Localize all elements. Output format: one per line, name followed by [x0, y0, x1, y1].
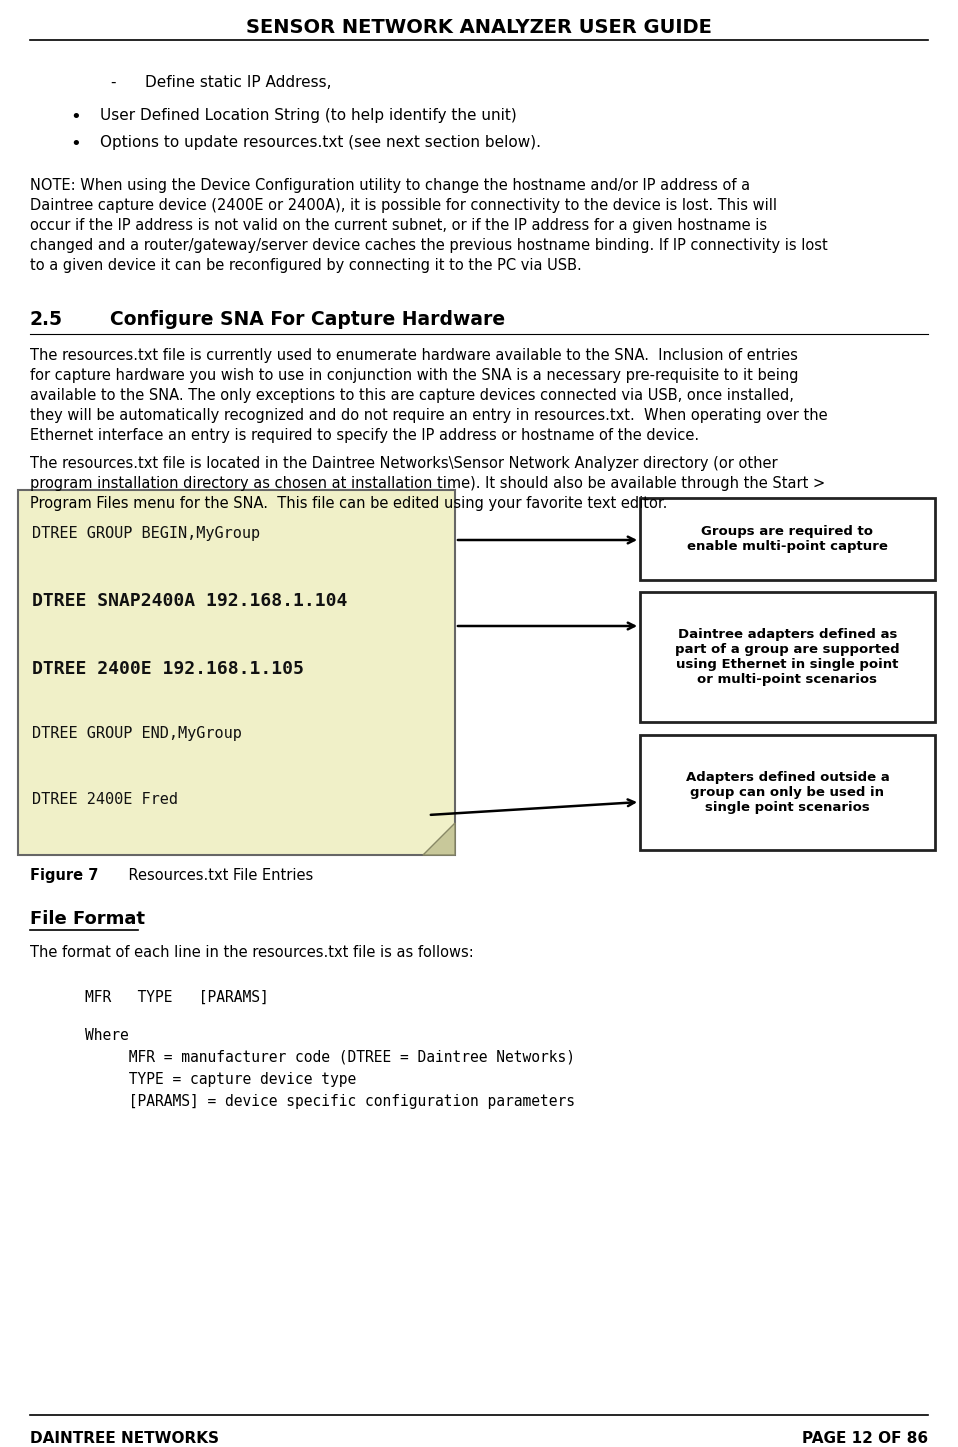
Text: [PARAMS] = device specific configuration parameters: [PARAMS] = device specific configuration…	[85, 1094, 575, 1108]
Text: Configure SNA For Capture Hardware: Configure SNA For Capture Hardware	[110, 310, 505, 328]
Bar	[640, 498, 935, 580]
Bar	[18, 491, 455, 855]
Text: DTREE GROUP BEGIN,MyGroup: DTREE GROUP BEGIN,MyGroup	[32, 527, 261, 541]
Text: DAINTREE NETWORKS: DAINTREE NETWORKS	[30, 1431, 219, 1446]
Text: DTREE 2400E Fred: DTREE 2400E Fred	[32, 792, 178, 807]
Text: File Format: File Format	[30, 910, 145, 928]
Text: DTREE GROUP END,MyGroup: DTREE GROUP END,MyGroup	[32, 726, 241, 741]
Text: TYPE = capture device type: TYPE = capture device type	[85, 1072, 356, 1087]
Text: Resources.txt File Entries: Resources.txt File Entries	[110, 868, 313, 883]
Text: changed and a router/gateway/server device caches the previous hostname binding.: changed and a router/gateway/server devi…	[30, 237, 828, 253]
Text: •: •	[70, 109, 80, 126]
Text: MFR   TYPE   [PARAMS]: MFR TYPE [PARAMS]	[85, 990, 269, 1006]
Text: Figure 7: Figure 7	[30, 868, 99, 883]
Text: •: •	[70, 135, 80, 153]
Text: Program Files menu for the SNA.  This file can be edited using your favorite tex: Program Files menu for the SNA. This fil…	[30, 496, 668, 511]
Text: 2.5: 2.5	[30, 310, 63, 328]
Text: User Defined Location String (to help identify the unit): User Defined Location String (to help id…	[100, 109, 516, 123]
Text: DTREE SNAP2400A 192.168.1.104: DTREE SNAP2400A 192.168.1.104	[32, 592, 348, 611]
Text: NOTE: When using the Device Configuration utility to change the hostname and/or : NOTE: When using the Device Configuratio…	[30, 178, 750, 192]
Text: -: -	[110, 75, 116, 90]
Text: Adapters defined outside a
group can only be used in
single point scenarios: Adapters defined outside a group can onl…	[686, 771, 889, 815]
Text: program installation directory as chosen at installation time). It should also b: program installation directory as chosen…	[30, 476, 825, 491]
Bar	[640, 592, 935, 722]
Text: The resources.txt file is located in the Daintree Networks\Sensor Network Analyz: The resources.txt file is located in the…	[30, 456, 778, 472]
Text: they will be automatically recognized and do not require an entry in resources.t: they will be automatically recognized an…	[30, 408, 828, 423]
Text: for capture hardware you wish to use in conjunction with the SNA is a necessary : for capture hardware you wish to use in …	[30, 368, 799, 383]
Text: Daintree capture device (2400E or 2400A), it is possible for connectivity to the: Daintree capture device (2400E or 2400A)…	[30, 198, 777, 213]
Text: PAGE 12 OF 86: PAGE 12 OF 86	[802, 1431, 928, 1446]
Text: The resources.txt file is currently used to enumerate hardware available to the : The resources.txt file is currently used…	[30, 347, 798, 363]
Text: occur if the IP address is not valid on the current subnet, or if the IP address: occur if the IP address is not valid on …	[30, 218, 767, 233]
Text: Groups are required to
enable multi-point capture: Groups are required to enable multi-poin…	[687, 525, 888, 553]
Text: SENSOR NETWORK ANALYZER USER GUIDE: SENSOR NETWORK ANALYZER USER GUIDE	[246, 17, 712, 38]
Text: The format of each line in the resources.txt file is as follows:: The format of each line in the resources…	[30, 945, 474, 959]
Text: MFR = manufacturer code (DTREE = Daintree Networks): MFR = manufacturer code (DTREE = Daintre…	[85, 1051, 575, 1065]
Polygon shape	[423, 823, 455, 855]
Text: DTREE 2400E 192.168.1.105: DTREE 2400E 192.168.1.105	[32, 660, 304, 679]
Bar	[640, 735, 935, 849]
Text: Define static IP Address,: Define static IP Address,	[145, 75, 331, 90]
Text: available to the SNA. The only exceptions to this are capture devices connected : available to the SNA. The only exception…	[30, 388, 794, 404]
Text: Ethernet interface an entry is required to specify the IP address or hostname of: Ethernet interface an entry is required …	[30, 428, 699, 443]
Text: Options to update resources.txt (see next section below).: Options to update resources.txt (see nex…	[100, 135, 541, 150]
Text: Daintree adapters defined as
part of a group are supported
using Ethernet in sin: Daintree adapters defined as part of a g…	[675, 628, 900, 686]
Text: to a given device it can be reconfigured by connecting it to the PC via USB.: to a given device it can be reconfigured…	[30, 258, 582, 273]
Text: Where: Where	[85, 1027, 128, 1043]
